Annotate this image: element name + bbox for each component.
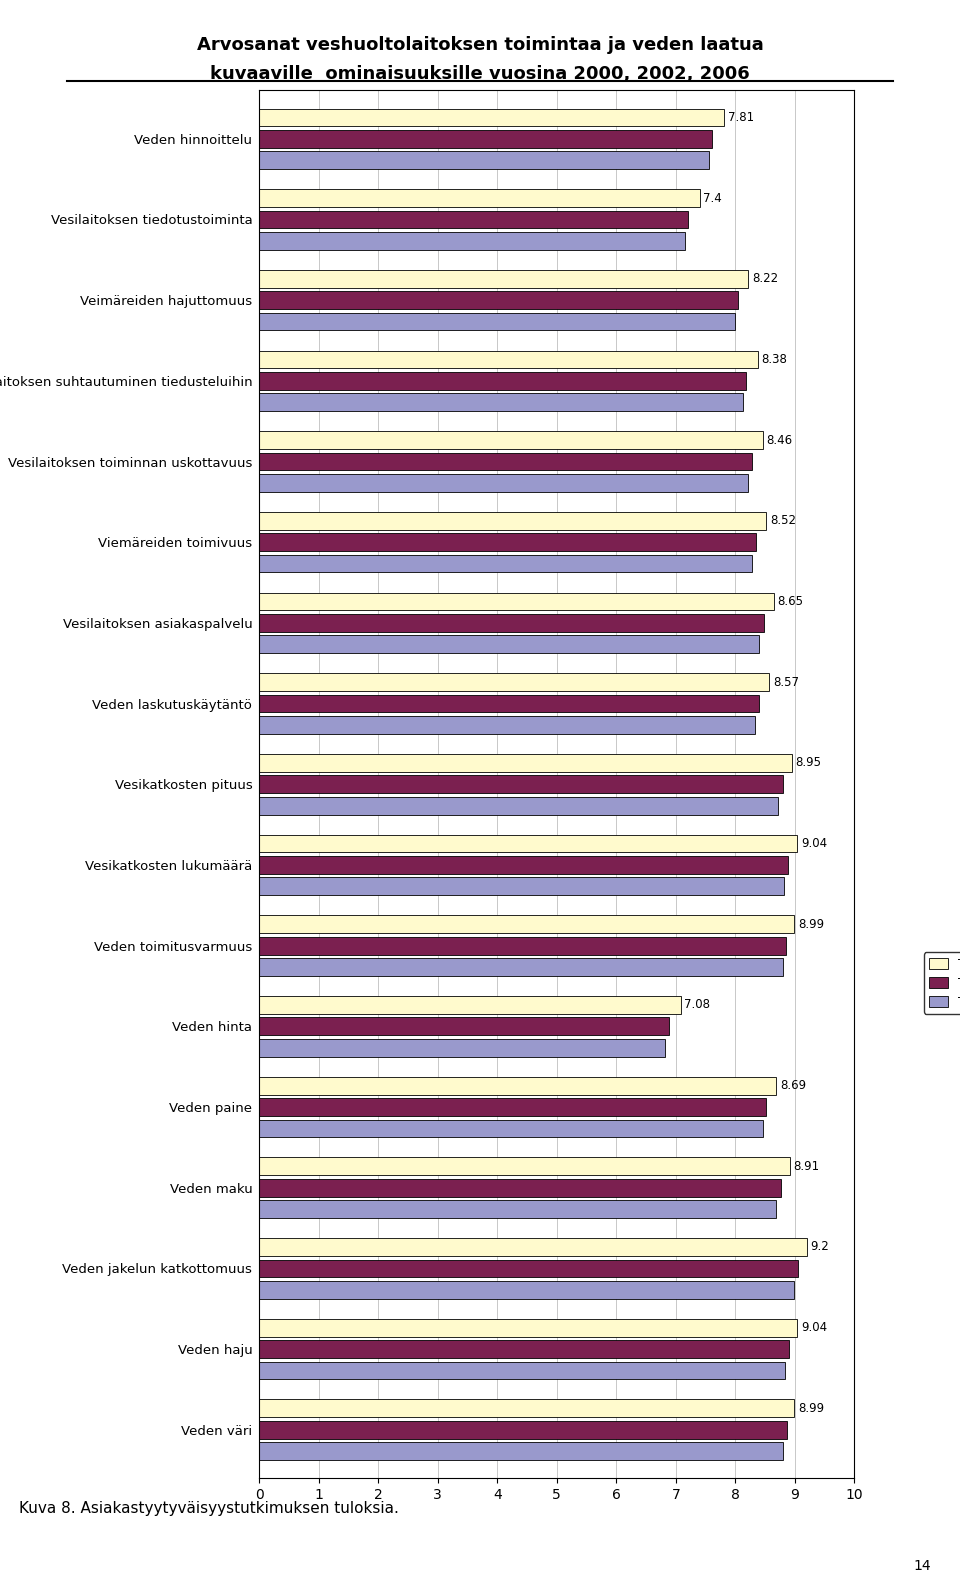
Bar: [259, 270, 749, 287]
Bar: [259, 512, 766, 530]
Bar: [259, 1201, 776, 1218]
Bar: [259, 351, 758, 368]
Text: 8.52: 8.52: [770, 514, 796, 528]
Bar: [259, 877, 784, 895]
Bar: [259, 695, 759, 712]
Text: 8.99: 8.99: [798, 1402, 824, 1415]
Bar: [259, 1158, 789, 1175]
Bar: [259, 1259, 798, 1277]
Bar: [259, 108, 724, 127]
Bar: [259, 1281, 794, 1299]
Bar: [259, 636, 759, 653]
Bar: [259, 431, 763, 449]
Legend: Tutkimus 2006/6, Tutkimus 2002/12, Tutkimus 2000/12: Tutkimus 2006/6, Tutkimus 2002/12, Tutki…: [924, 953, 960, 1013]
Text: Arvosanat veshuoltolaitoksen toimintaa ja veden laatua: Arvosanat veshuoltolaitoksen toimintaa j…: [197, 36, 763, 54]
Bar: [259, 1442, 783, 1461]
Bar: [259, 130, 711, 147]
Bar: [259, 151, 708, 170]
Text: 9.04: 9.04: [801, 1321, 827, 1334]
Text: kuvaaville  ominaisuuksille vuosina 2000, 2002, 2006: kuvaaville ominaisuuksille vuosina 2000,…: [210, 65, 750, 82]
Bar: [259, 452, 752, 471]
Bar: [259, 1178, 780, 1196]
Bar: [259, 189, 700, 208]
Bar: [259, 1399, 794, 1418]
Text: 7.08: 7.08: [684, 999, 710, 1012]
Bar: [259, 1039, 665, 1056]
Text: 8.69: 8.69: [780, 1078, 806, 1093]
Bar: [259, 856, 788, 874]
Bar: [259, 1361, 785, 1380]
Bar: [259, 312, 735, 330]
Bar: [259, 555, 752, 573]
Bar: [259, 1018, 669, 1036]
Bar: [259, 834, 797, 852]
Text: 8.65: 8.65: [778, 595, 804, 607]
Text: 8.91: 8.91: [793, 1159, 819, 1172]
Text: 8.57: 8.57: [773, 676, 799, 688]
Bar: [259, 474, 749, 492]
Bar: [259, 1120, 763, 1137]
Bar: [259, 1239, 806, 1256]
Bar: [259, 996, 681, 1013]
Bar: [259, 717, 755, 734]
Bar: [259, 1077, 777, 1094]
Bar: [259, 593, 774, 611]
Text: 8.22: 8.22: [752, 273, 779, 285]
Text: 9.04: 9.04: [801, 837, 827, 850]
Bar: [259, 1421, 786, 1439]
Text: 9.2: 9.2: [810, 1240, 829, 1253]
Bar: [259, 915, 794, 933]
Text: 8.38: 8.38: [761, 354, 787, 366]
Bar: [259, 1340, 789, 1358]
Bar: [259, 211, 687, 228]
Bar: [259, 614, 764, 631]
Bar: [259, 393, 742, 411]
Bar: [259, 796, 779, 815]
Bar: [259, 776, 783, 793]
Text: 7.81: 7.81: [728, 111, 754, 124]
Bar: [259, 292, 738, 309]
Text: 8.46: 8.46: [766, 433, 792, 447]
Bar: [259, 373, 746, 390]
Text: 8.99: 8.99: [798, 918, 824, 931]
Bar: [259, 1320, 797, 1337]
Text: Kuva 8. Asiakastyytyväisyystutkimuksen tuloksia.: Kuva 8. Asiakastyytyväisyystutkimuksen t…: [19, 1502, 399, 1516]
Text: 14: 14: [914, 1559, 931, 1573]
Text: 7.4: 7.4: [704, 192, 722, 205]
Bar: [259, 937, 786, 955]
Text: 8.95: 8.95: [796, 757, 822, 769]
Bar: [259, 753, 792, 772]
Bar: [259, 232, 684, 249]
Bar: [259, 533, 756, 550]
Bar: [259, 1098, 766, 1117]
Bar: [259, 674, 769, 691]
Bar: [259, 958, 783, 975]
